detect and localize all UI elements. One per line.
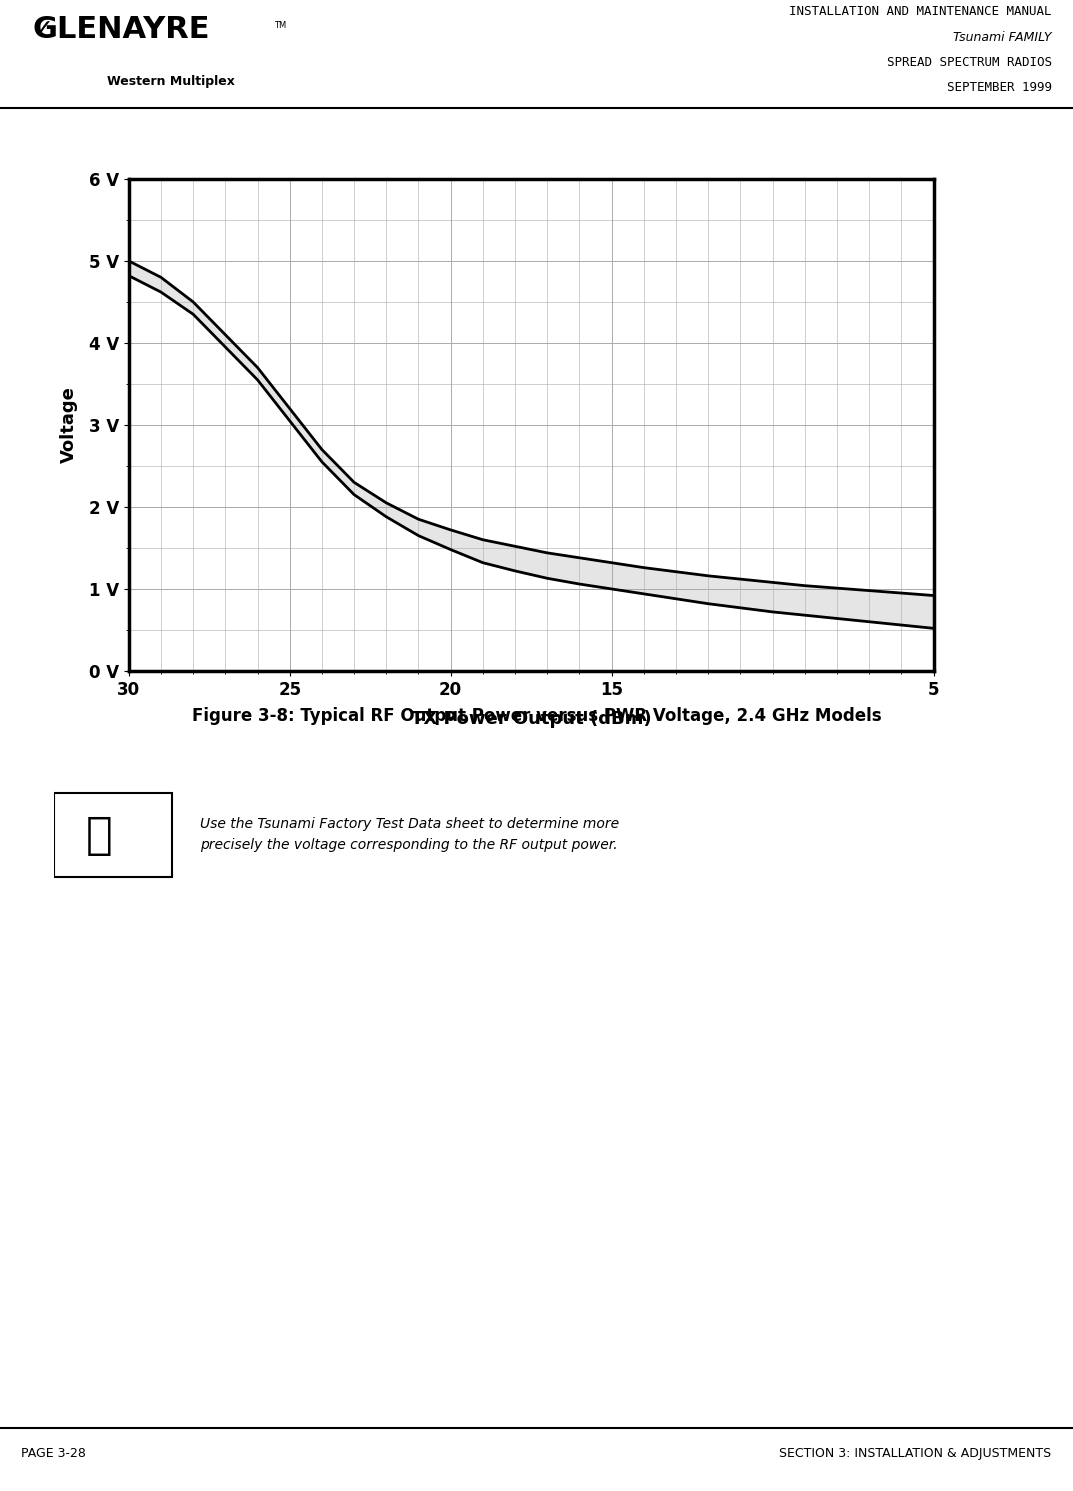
Text: SEPTEMBER 1999: SEPTEMBER 1999: [946, 82, 1052, 94]
Text: SPREAD SPECTRUM RADIOS: SPREAD SPECTRUM RADIOS: [886, 57, 1052, 70]
Text: Western Multiplex: Western Multiplex: [107, 75, 235, 88]
Bar: [54, 793, 173, 877]
X-axis label: TX Power Output (dBm): TX Power Output (dBm): [411, 710, 651, 728]
Text: Tsunami FAMILY: Tsunami FAMILY: [953, 31, 1052, 45]
Text: GLENAYRE: GLENAYRE: [32, 15, 209, 43]
Text: PAGE 3-28: PAGE 3-28: [21, 1448, 86, 1460]
Text: ✓: ✓: [32, 18, 54, 42]
Text: Use the Tsunami Factory Test Data sheet to determine more
precisely the voltage : Use the Tsunami Factory Test Data sheet …: [200, 817, 619, 851]
Text: SECTION 3: INSTALLATION & ADJUSTMENTS: SECTION 3: INSTALLATION & ADJUSTMENTS: [779, 1448, 1052, 1460]
Text: ☞: ☞: [86, 814, 113, 856]
Text: TM: TM: [274, 21, 285, 30]
Bar: [21, 4, 290, 98]
Text: Figure 3-8: Typical RF Output Power versus PWR Voltage, 2.4 GHz Models: Figure 3-8: Typical RF Output Power vers…: [192, 707, 881, 725]
Y-axis label: Voltage: Voltage: [60, 386, 77, 464]
Text: INSTALLATION AND MAINTENANCE MANUAL: INSTALLATION AND MAINTENANCE MANUAL: [789, 4, 1052, 18]
